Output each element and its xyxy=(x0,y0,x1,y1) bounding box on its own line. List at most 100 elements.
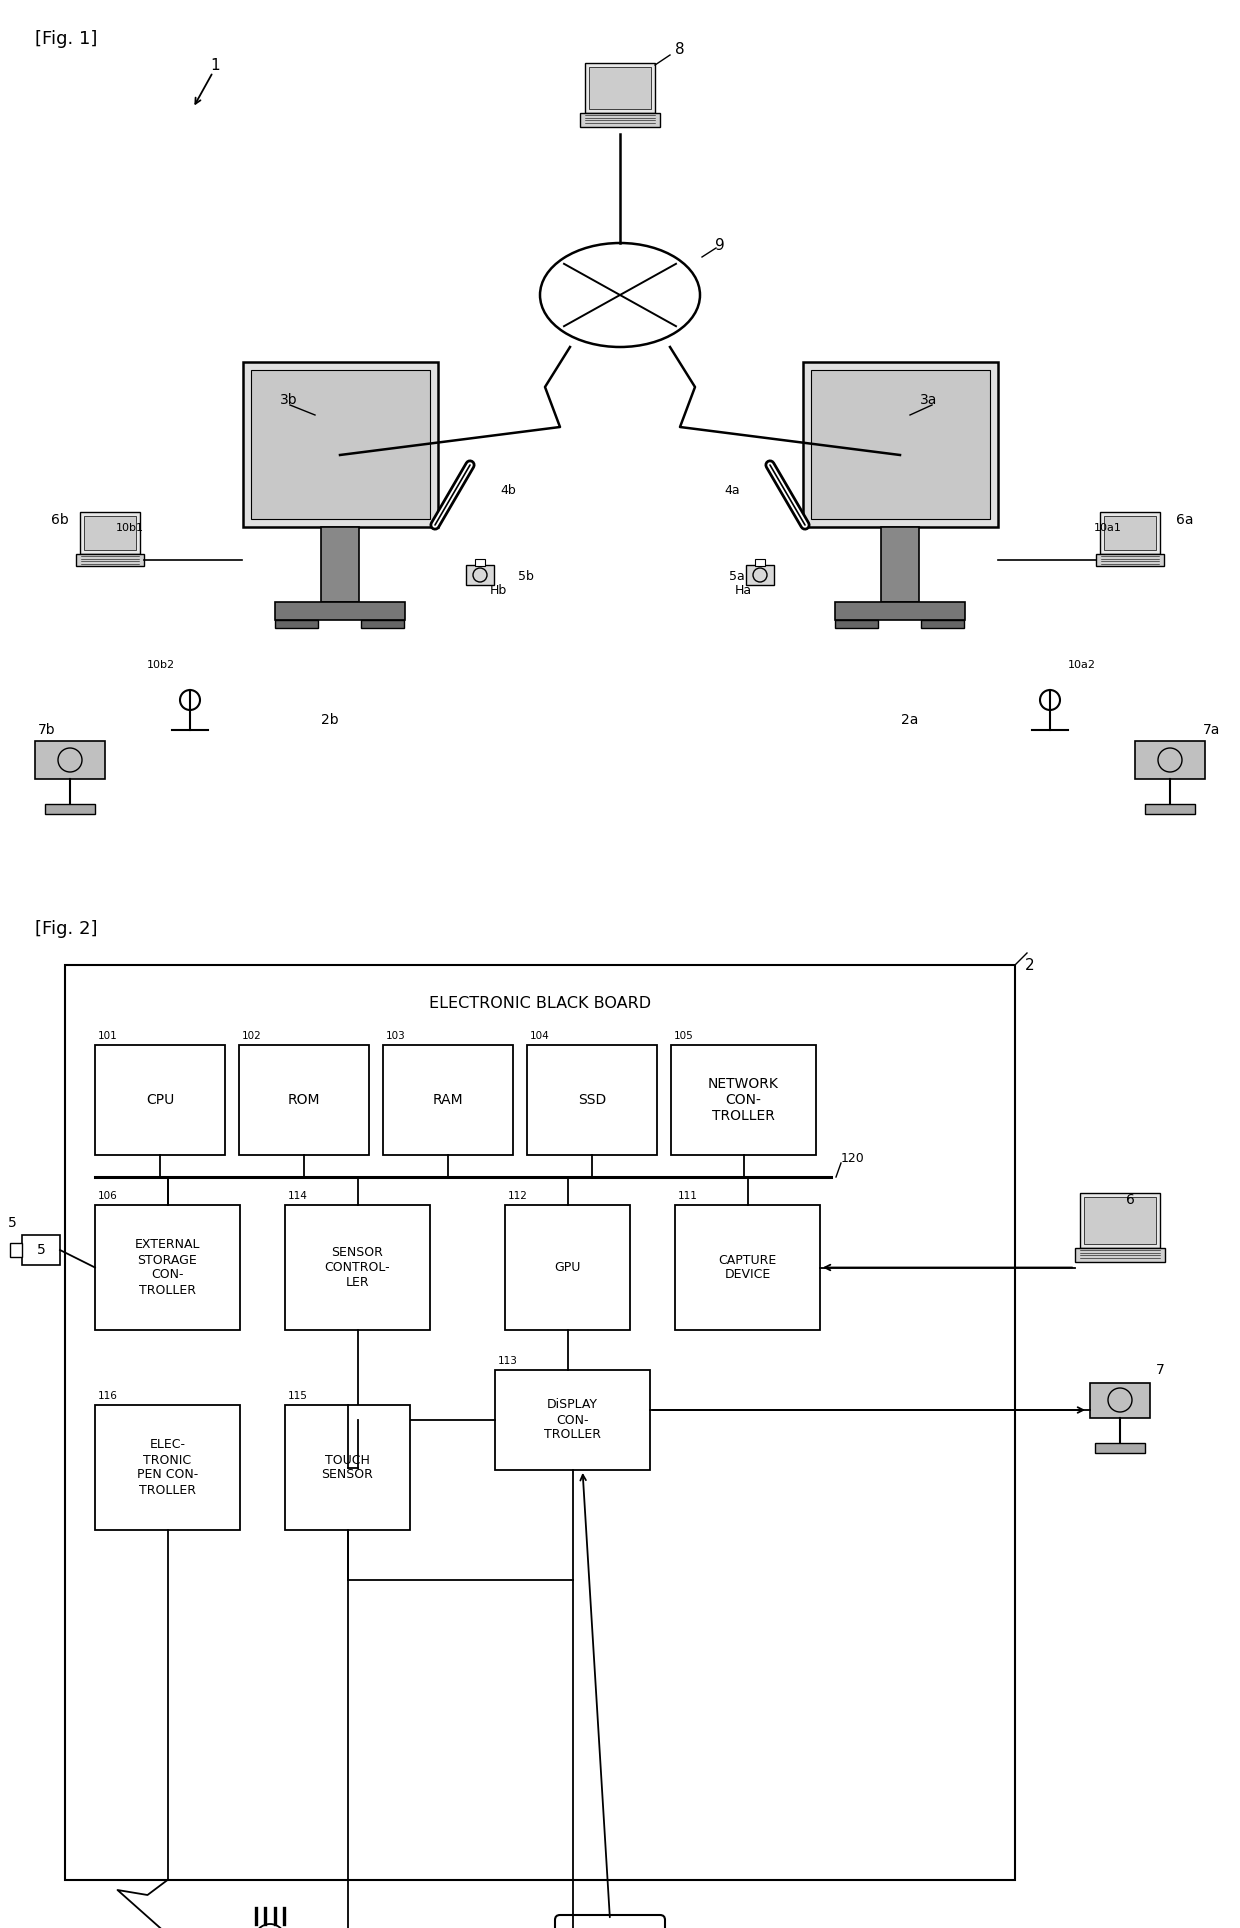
Text: 112: 112 xyxy=(508,1192,528,1201)
Bar xyxy=(1104,517,1156,549)
Text: 9: 9 xyxy=(715,237,724,253)
Bar xyxy=(921,621,963,629)
Bar xyxy=(835,602,965,621)
Text: 7a: 7a xyxy=(1203,723,1220,736)
Bar xyxy=(22,1236,60,1265)
Bar xyxy=(1084,1197,1156,1244)
Text: ROM: ROM xyxy=(288,1093,320,1107)
Bar xyxy=(76,553,144,567)
Bar xyxy=(1100,513,1159,553)
Text: [Fig. 1]: [Fig. 1] xyxy=(35,31,98,48)
Text: DiSPLAY
CON-
TROLLER: DiSPLAY CON- TROLLER xyxy=(544,1398,601,1442)
Text: 116: 116 xyxy=(98,1390,118,1402)
Text: 10a2: 10a2 xyxy=(1068,659,1096,671)
Text: 7b: 7b xyxy=(38,723,56,736)
Bar xyxy=(10,1244,22,1257)
Bar xyxy=(35,740,105,779)
Text: 101: 101 xyxy=(98,1031,118,1041)
Text: 3a: 3a xyxy=(920,393,937,407)
Text: Ha: Ha xyxy=(735,584,751,596)
Text: 102: 102 xyxy=(242,1031,262,1041)
Text: 10a1: 10a1 xyxy=(1094,522,1122,532)
Bar xyxy=(250,370,429,519)
Bar xyxy=(1090,1382,1149,1417)
Bar xyxy=(45,804,95,814)
Bar xyxy=(64,966,1016,1880)
Text: 6: 6 xyxy=(1126,1193,1135,1207)
Bar xyxy=(495,1371,650,1469)
Bar xyxy=(1096,553,1164,567)
Bar xyxy=(527,1045,657,1155)
Text: ELECTRONIC BLACK BOARD: ELECTRONIC BLACK BOARD xyxy=(429,995,651,1010)
Text: 113: 113 xyxy=(498,1355,518,1367)
FancyBboxPatch shape xyxy=(556,1915,665,1928)
Bar xyxy=(1145,804,1195,814)
Bar xyxy=(589,67,651,110)
Text: RAM: RAM xyxy=(433,1093,464,1107)
Bar xyxy=(239,1045,370,1155)
Text: CAPTURE
DEVICE: CAPTURE DEVICE xyxy=(718,1253,776,1282)
Text: [Fig. 2]: [Fig. 2] xyxy=(35,920,98,939)
Bar xyxy=(95,1205,241,1330)
Text: 120: 120 xyxy=(841,1153,864,1166)
Text: GPU: GPU xyxy=(554,1261,580,1274)
Text: 115: 115 xyxy=(288,1390,308,1402)
Bar xyxy=(383,1045,513,1155)
Bar xyxy=(1080,1193,1159,1247)
Text: 5b: 5b xyxy=(518,571,534,584)
Bar xyxy=(505,1205,630,1330)
Text: 10b2: 10b2 xyxy=(146,659,175,671)
Text: 2a: 2a xyxy=(901,713,919,727)
Text: 103: 103 xyxy=(386,1031,405,1041)
Text: 1: 1 xyxy=(211,58,219,73)
Bar xyxy=(671,1045,816,1155)
Text: 8: 8 xyxy=(675,42,684,58)
Text: 4b: 4b xyxy=(500,484,516,497)
Text: TOUCH
SENSOR: TOUCH SENSOR xyxy=(321,1454,373,1481)
Text: 2: 2 xyxy=(1025,958,1034,972)
Ellipse shape xyxy=(539,243,701,347)
Bar xyxy=(321,526,360,602)
Text: 114: 114 xyxy=(288,1192,308,1201)
Bar xyxy=(466,565,494,584)
Text: 6a: 6a xyxy=(1177,513,1194,526)
Text: 10b1: 10b1 xyxy=(117,522,144,532)
Text: 5: 5 xyxy=(37,1244,46,1257)
Bar xyxy=(585,64,655,114)
Bar xyxy=(275,621,317,629)
Bar xyxy=(285,1205,430,1330)
Text: ELEC-
TRONIC
PEN CON-
TROLLER: ELEC- TRONIC PEN CON- TROLLER xyxy=(136,1438,198,1496)
Bar xyxy=(1135,740,1205,779)
Bar xyxy=(84,517,136,549)
Text: 4a: 4a xyxy=(724,484,740,497)
Text: 7: 7 xyxy=(1156,1363,1164,1377)
Bar xyxy=(802,362,997,526)
Text: NETWORK
CON-
TROLLER: NETWORK CON- TROLLER xyxy=(708,1078,779,1124)
Text: 3b: 3b xyxy=(280,393,298,407)
Bar xyxy=(1095,1442,1145,1452)
Text: 111: 111 xyxy=(678,1192,698,1201)
Bar xyxy=(285,1406,410,1531)
Bar xyxy=(475,559,485,567)
Text: 5a: 5a xyxy=(729,571,745,584)
Text: SENSOR
CONTROL-
LER: SENSOR CONTROL- LER xyxy=(325,1245,391,1290)
Text: 106: 106 xyxy=(98,1192,118,1201)
Text: 105: 105 xyxy=(675,1031,693,1041)
Text: EXTERNAL
STORAGE
CON-
TROLLER: EXTERNAL STORAGE CON- TROLLER xyxy=(135,1238,200,1296)
Bar xyxy=(1075,1247,1166,1263)
Bar xyxy=(81,513,140,553)
Text: 104: 104 xyxy=(529,1031,549,1041)
Text: CPU: CPU xyxy=(146,1093,174,1107)
Text: 2b: 2b xyxy=(321,713,339,727)
Bar xyxy=(675,1205,820,1330)
Bar xyxy=(361,621,404,629)
Text: 5: 5 xyxy=(7,1217,16,1230)
Bar xyxy=(580,114,660,127)
Bar xyxy=(275,602,405,621)
Bar xyxy=(95,1045,224,1155)
Bar xyxy=(95,1406,241,1531)
Bar xyxy=(755,559,765,567)
Bar xyxy=(880,526,919,602)
Bar xyxy=(746,565,774,584)
Text: SSD: SSD xyxy=(578,1093,606,1107)
